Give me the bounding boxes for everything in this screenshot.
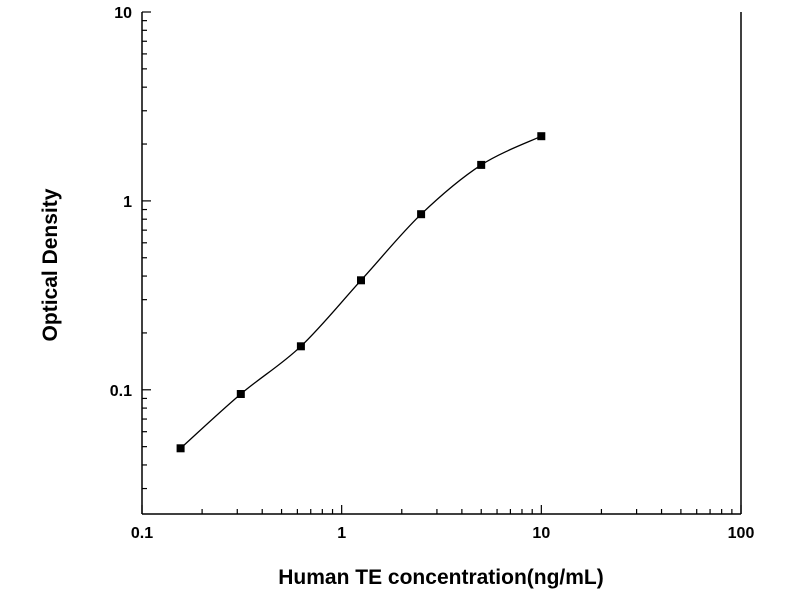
y-tick-label: 0.1 [110, 383, 132, 400]
tick-labels-layer: 0.1 1 10 100 0.1 1 10 [110, 5, 755, 542]
data-point [537, 132, 546, 141]
axes-layer [141, 12, 742, 515]
data-point [236, 390, 245, 398]
data-point [176, 444, 185, 453]
data-layer [176, 132, 546, 453]
x-tick-label: 1 [337, 525, 346, 542]
data-point [417, 210, 426, 219]
x-tick-label: 10 [532, 525, 550, 542]
x-axis-title: Human TE concentration(ng/mL) [278, 566, 604, 589]
y-tick-label: 10 [114, 5, 132, 22]
ticks-layer [141, 11, 742, 514]
fit-curve [180, 135, 542, 449]
x-tick-label: 0.1 [131, 525, 153, 542]
y-axis-title: Optical Density [39, 188, 62, 341]
data-point [477, 160, 486, 169]
data-point [296, 342, 305, 351]
data-point [357, 276, 365, 285]
x-tick-label: 100 [728, 525, 755, 542]
y-tick-label: 1 [123, 194, 132, 211]
